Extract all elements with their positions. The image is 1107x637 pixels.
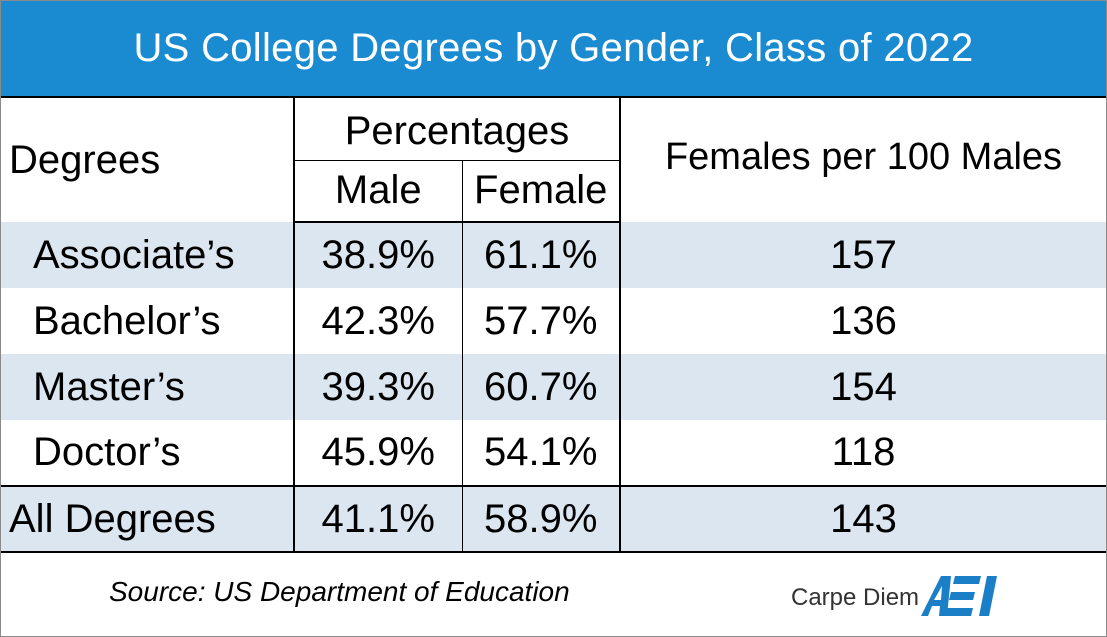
header-row-top: Degrees Percentages Females per 100 Male… xyxy=(1,98,1106,222)
header-ratio: Females per 100 Males xyxy=(664,135,1063,178)
table-row: Associate’s 38.9% 61.1% 157 xyxy=(1,222,1106,288)
table-row: Doctor’s 45.9% 54.1% 118 xyxy=(1,420,1106,486)
aei-logo-icon xyxy=(921,576,997,616)
total-row: All Degrees 41.1% 58.9% 143 xyxy=(1,485,1106,553)
chart-title: US College Degrees by Gender, Class of 2… xyxy=(133,26,974,70)
total-female-value: 58.9% xyxy=(462,485,621,553)
title-bar: US College Degrees by Gender, Class of 2… xyxy=(1,1,1106,98)
female-value: 57.7% xyxy=(462,288,621,354)
ratio-value: 118 xyxy=(620,420,1106,486)
footer: Source: US Department of Education Carpe… xyxy=(1,554,1106,636)
degrees-table: Degrees Percentages Females per 100 Male… xyxy=(1,98,1106,553)
brand-label: Carpe Diem xyxy=(791,584,920,611)
table-row: Bachelor’s 42.3% 57.7% 136 xyxy=(1,288,1106,354)
female-value: 60.7% xyxy=(462,354,621,420)
total-label: All Degrees xyxy=(1,485,295,553)
female-value: 54.1% xyxy=(462,420,621,486)
ratio-value: 154 xyxy=(620,354,1106,420)
header-degrees: Degrees xyxy=(1,98,295,222)
header-percentages: Percentages xyxy=(294,98,621,161)
male-value: 38.9% xyxy=(294,222,463,288)
degree-label: Master’s xyxy=(1,354,295,420)
header-male: Male xyxy=(294,160,463,223)
degree-label: Bachelor’s xyxy=(1,288,295,354)
table-row: Master’s 39.3% 60.7% 154 xyxy=(1,354,1106,420)
degree-label: Doctor’s xyxy=(1,420,295,486)
male-value: 42.3% xyxy=(294,288,463,354)
header-female: Female xyxy=(462,160,621,223)
ratio-value: 157 xyxy=(620,222,1106,288)
male-value: 39.3% xyxy=(294,354,463,420)
header-row-bottom: Male Female xyxy=(1,160,1106,223)
total-male-value: 41.1% xyxy=(294,485,463,553)
degree-label: Associate’s xyxy=(1,222,295,288)
total-ratio-value: 143 xyxy=(620,485,1106,553)
ratio-value: 136 xyxy=(620,288,1106,354)
male-value: 45.9% xyxy=(294,420,463,486)
female-value: 61.1% xyxy=(462,222,621,288)
source-note: Source: US Department of Education xyxy=(109,576,570,607)
